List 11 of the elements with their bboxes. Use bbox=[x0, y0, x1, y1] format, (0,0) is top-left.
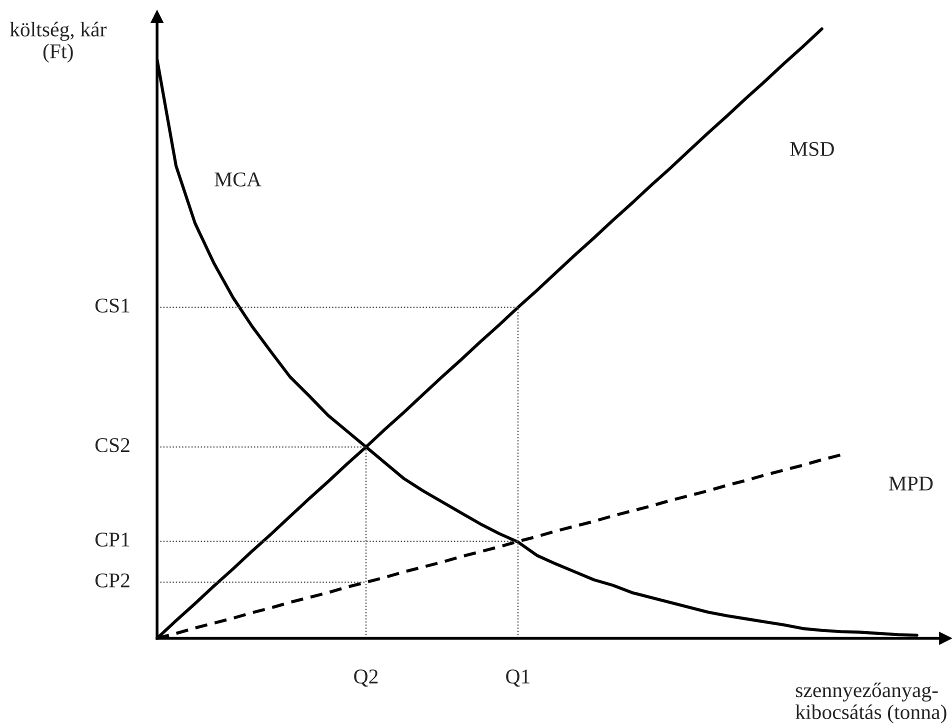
ref-line-label: CP2 bbox=[95, 573, 130, 588]
y-axis-title: költség, kár (Ft) bbox=[10, 22, 107, 63]
ref-line-label: CS1 bbox=[95, 298, 130, 313]
x-axis-title: szennyezőanyag- kibocsátás (tonna) bbox=[795, 682, 946, 724]
text: MSD bbox=[790, 142, 834, 156]
x-tick-label: Q1 bbox=[506, 670, 530, 687]
x-tick-label: Q2 bbox=[354, 670, 378, 687]
text: MPD bbox=[888, 476, 933, 490]
series-label: MCA bbox=[214, 172, 262, 186]
ref-line-label: CS2 bbox=[95, 438, 130, 452]
ref-line-label: CP1 bbox=[95, 532, 130, 547]
